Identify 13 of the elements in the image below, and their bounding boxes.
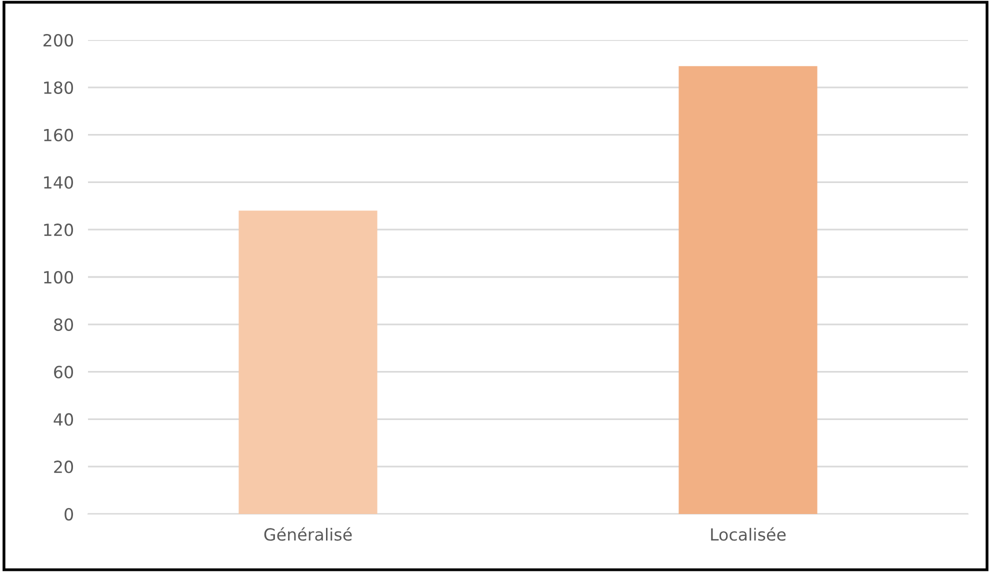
y-tick-label: 0 [64,508,74,521]
y-tick-label: 140 [44,176,74,189]
y-tick-label: 60 [54,366,74,378]
y-tick-label: 180 [44,81,74,94]
y-tick-label: 200 [44,34,74,47]
y-tick-label: 20 [54,460,74,474]
y-tick-label: 40 [54,413,74,426]
y-tick-label: 80 [54,318,74,331]
y-tick-label: 100 [44,270,74,284]
x-tick-label: Généralisé [264,527,352,541]
y-tick-label: 120 [44,224,74,236]
x-tick-label: Localisée [711,527,786,541]
y-tick-label: 160 [44,128,74,142]
